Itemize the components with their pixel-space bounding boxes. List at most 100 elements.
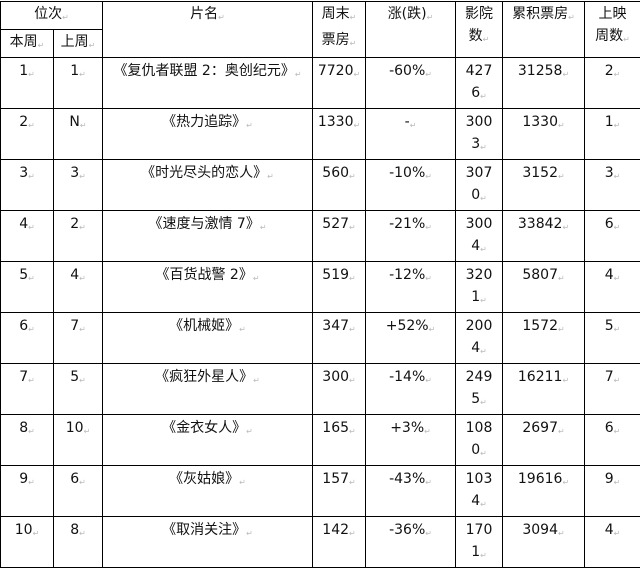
- cell-weeks: 9: [585, 466, 640, 517]
- cell-title-text: 《时光尽头的恋人》: [141, 165, 274, 181]
- cell-weekend-box: 519: [313, 262, 366, 313]
- cell-cumulative-text: 16211: [518, 369, 569, 385]
- cell-cinemas: 3201: [456, 262, 503, 313]
- cell-weekend-box-text: 157: [322, 471, 355, 487]
- cell-cumulative-text: 33842: [518, 216, 569, 232]
- cell-cumulative-text: 3094: [522, 522, 564, 538]
- header-weeks: 上映周数: [585, 2, 640, 58]
- table-row: 75《疯狂外星人》300-14%2495162117: [1, 364, 640, 415]
- cell-this-week: 1: [1, 58, 54, 109]
- cell-change: -36%: [366, 517, 456, 568]
- cell-last-week-text: 10: [66, 420, 91, 436]
- cell-cinemas: 2495: [456, 364, 503, 415]
- table-row: 42《速度与激情 7》527-21%3004338426: [1, 211, 640, 262]
- cell-change-text: -: [405, 114, 417, 130]
- cell-title: 《取消关注》: [103, 517, 313, 568]
- cell-cinemas-text: 1034: [466, 471, 493, 509]
- cell-cumulative: 1330: [503, 109, 585, 160]
- cell-weeks-text: 2: [605, 63, 621, 79]
- cell-this-week-text: 6: [19, 318, 35, 334]
- cell-weeks-text: 5: [605, 318, 621, 334]
- cell-cinemas-text: 3201: [466, 267, 493, 305]
- cell-cumulative-text: 1572: [522, 318, 564, 334]
- cell-weekend-box-text: 7720: [318, 63, 360, 79]
- cell-change: -12%: [366, 262, 456, 313]
- table-row: 108《取消关注》142-36%170130944: [1, 517, 640, 568]
- cell-cumulative: 3094: [503, 517, 585, 568]
- cell-this-week-text: 2: [19, 114, 35, 130]
- cell-weeks-text: 4: [605, 522, 621, 538]
- cell-change-text: -43%: [389, 471, 432, 487]
- cell-last-week: 2: [54, 211, 103, 262]
- cell-this-week: 2: [1, 109, 54, 160]
- cell-last-week: 8: [54, 517, 103, 568]
- table-row: 11 《复仇者联盟 2：奥创纪元》 7720 -60% 4276 31258 2: [1, 58, 640, 109]
- cell-cinemas-text: 3004: [466, 216, 493, 254]
- cell-cumulative-text: 3152: [522, 165, 564, 181]
- cell-change-text: -21%: [389, 216, 432, 232]
- cell-cumulative: 1572: [503, 313, 585, 364]
- cell-weekend-box-text: 347: [322, 318, 355, 334]
- cell-change-text: -60%: [389, 63, 432, 79]
- cell-weekend-box: 347: [313, 313, 366, 364]
- cell-change-text: -14%: [389, 369, 432, 385]
- cell-last-week: 1: [54, 58, 103, 109]
- cell-cumulative-text: 31258: [518, 63, 569, 79]
- cell-title-text: 《灰姑娘》: [169, 471, 246, 487]
- cell-cinemas-text: 1701: [466, 522, 493, 560]
- header-change: 涨(跌): [366, 2, 456, 58]
- cell-change-text: -12%: [389, 267, 432, 283]
- cell-this-week: 8: [1, 415, 54, 466]
- cell-title-text: 《百货战警 2》: [155, 267, 259, 283]
- cell-weekend-box: 142: [313, 517, 366, 568]
- cell-weeks: 2: [585, 58, 640, 109]
- cell-title: 《疯狂外星人》: [103, 364, 313, 415]
- cell-this-week: 9: [1, 466, 54, 517]
- cell-change: -60%: [366, 58, 456, 109]
- cell-this-week: 5: [1, 262, 54, 313]
- cell-this-week-text: 7: [19, 369, 35, 385]
- table-row: 2N《热力追踪》1330-300313301: [1, 109, 640, 160]
- cell-cinemas-text: 4276: [466, 63, 493, 101]
- cell-change-text: -10%: [389, 165, 432, 181]
- cell-change: -: [366, 109, 456, 160]
- cell-cumulative: 3152: [503, 160, 585, 211]
- cell-last-week: 3: [54, 160, 103, 211]
- cell-title: 《速度与激情 7》: [103, 211, 313, 262]
- cell-cinemas: 1034: [456, 466, 503, 517]
- header-title: 片名: [103, 2, 313, 58]
- cell-cinemas: 1701: [456, 517, 503, 568]
- cell-cinemas: 3070: [456, 160, 503, 211]
- header-rank: 位次: [1, 2, 103, 30]
- cell-last-week: 6: [54, 466, 103, 517]
- cell-weeks: 5: [585, 313, 640, 364]
- cell-weeks-text: 6: [605, 420, 621, 436]
- cell-change: -14%: [366, 364, 456, 415]
- cell-weekend-box-text: 165: [322, 420, 355, 436]
- cell-this-week-text: 8: [19, 420, 35, 436]
- cell-title-text: 《金衣女人》: [162, 420, 253, 436]
- cell-last-week: 4: [54, 262, 103, 313]
- header-last-week: 上周: [54, 30, 103, 58]
- cell-title-text: 《疯狂外星人》: [155, 369, 260, 385]
- cell-last-week: 10: [54, 415, 103, 466]
- cell-weekend-box: 560: [313, 160, 366, 211]
- cell-title: 《热力追踪》: [103, 109, 313, 160]
- cell-last-week-text: 1: [70, 63, 86, 79]
- cell-cinemas: 2004: [456, 313, 503, 364]
- cell-weeks: 4: [585, 517, 640, 568]
- cell-change-text: +52%: [386, 318, 436, 334]
- cell-last-week-text: 2: [70, 216, 86, 232]
- cell-cinemas: 4276: [456, 58, 503, 109]
- header-cinemas: 影院数: [456, 2, 503, 58]
- cell-weekend-box-text: 300: [322, 369, 355, 385]
- cell-cumulative-text: 2697: [522, 420, 564, 436]
- cell-title: 《百货战警 2》: [103, 262, 313, 313]
- cell-title: 《复仇者联盟 2：奥创纪元》: [103, 58, 313, 109]
- cell-change-text: -36%: [389, 522, 432, 538]
- cell-weekend-box: 157: [313, 466, 366, 517]
- cell-title: 《灰姑娘》: [103, 466, 313, 517]
- cell-weeks-text: 4: [605, 267, 621, 283]
- cell-weeks-text: 1: [605, 114, 621, 130]
